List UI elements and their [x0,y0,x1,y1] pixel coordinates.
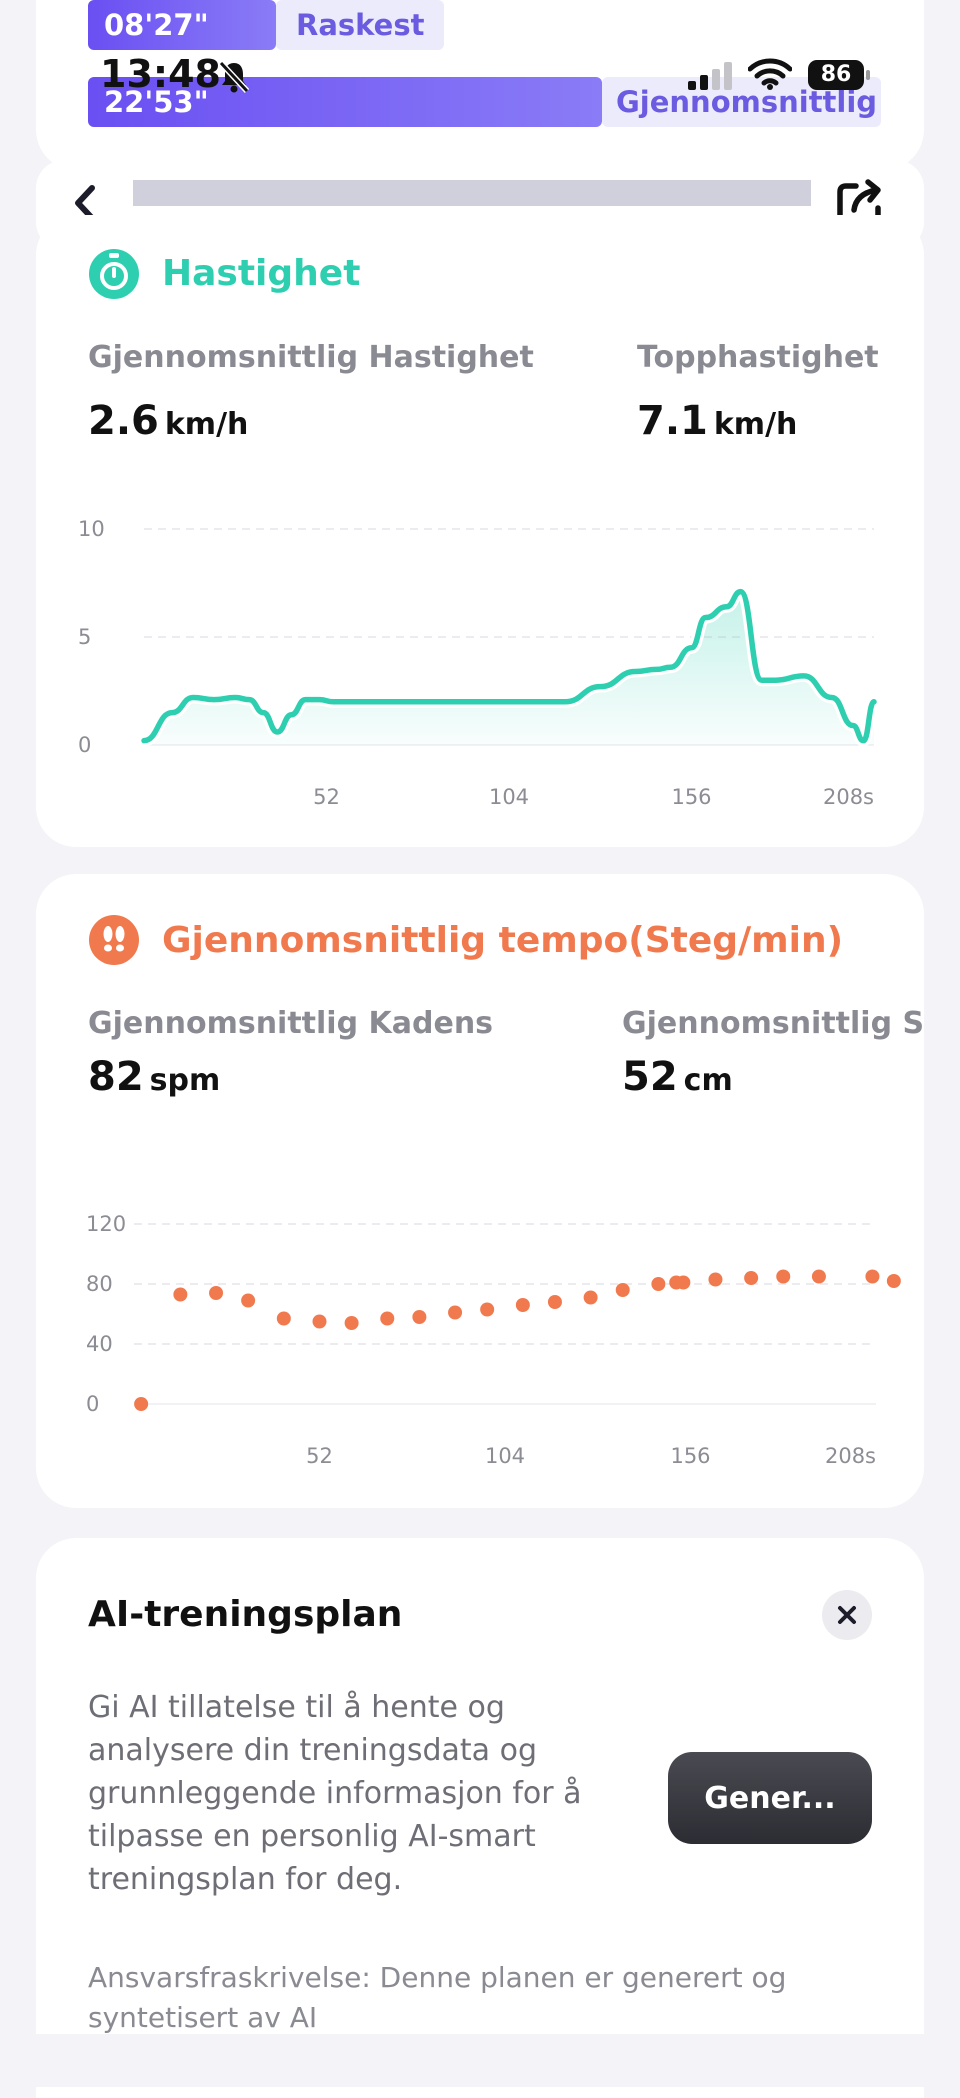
cadence-point [615,1283,630,1297]
close-icon [838,1606,856,1624]
battery-indicator: 86 [808,60,870,90]
cadence-point [448,1305,463,1320]
avg-speed-unit: km/h [164,407,249,442]
cellular-signal-icon [688,62,732,90]
stopwatch-icon [89,249,139,299]
cadence-point [776,1269,791,1284]
x-tick-label: 208s [825,1444,876,1464]
y-tick-label: 120 [86,1212,126,1236]
y-tick-label: 0 [78,733,91,757]
status-time: 13:48 [100,52,221,96]
speed-card: Hastighet Gjennomsnittlig Hastighet 2.6 k… [36,215,924,847]
x-tick-label: 156 [671,785,711,809]
ai-plan-title: AI-treningsplan [88,1594,403,1635]
cadence-point [173,1287,188,1302]
tempo-header: Gjennomsnittlig tempo(Steg/min) [88,914,843,966]
cadence-point [480,1302,495,1317]
average-pace-bar: 22'53" [88,77,602,127]
top-speed-number: 7.1 [637,398,708,444]
y-tick-label: 10 [78,517,105,541]
fastest-pace-bar: 08'27" [88,0,276,50]
x-tick-label: 52 [313,785,340,809]
cadence-point [515,1298,530,1312]
cadence-point [547,1295,562,1309]
cadence-point [651,1277,666,1291]
y-tick-label: 5 [78,625,91,649]
x-tick-label: 208s [823,785,874,809]
cadence-unit: spm [149,1063,221,1098]
ai-plan-description: Gi AI tillatelse til å hente og analyser… [88,1690,582,1897]
y-tick-label: 40 [86,1332,113,1356]
cadence-number: 82 [88,1054,144,1100]
cadence-point [276,1311,291,1326]
cadence-point [676,1275,691,1290]
y-tick-label: 0 [86,1392,99,1416]
top-speed-label: Topphastighet [637,340,879,375]
cadence-point [209,1286,224,1300]
cadence-point [811,1269,826,1284]
speed-line [141,588,877,744]
tempo-card: Gjennomsnittlig tempo(Steg/min) Gjennoms… [36,874,924,1508]
speed-chart: 0 5 10 52 104 156 208s [78,517,880,809]
speed-header: Hastighet [88,247,360,299]
ai-plan-card: AI-treningsplan Gi AI tillatelse til å h… [36,1538,924,2098]
x-tick-label: 52 [306,1444,333,1464]
cadence-point [344,1316,359,1330]
footsteps-icon [89,915,139,965]
x-tick-label: 104 [489,785,529,809]
top-speed-value: 7.1 km/h [637,398,797,444]
tempo-title: Gjennomsnittlig tempo(Steg/min) [162,919,844,961]
cadence-point [380,1311,395,1326]
generate-button[interactable]: Gener... [668,1752,872,1844]
bell-muted-icon [218,60,250,94]
cadence-point [744,1271,759,1285]
cadence-point [865,1269,880,1284]
title-placeholder-bar [133,180,811,206]
bottom-background [0,2034,960,2087]
cadence-point [134,1397,149,1411]
avg-speed-value: 2.6 km/h [88,398,248,444]
x-tick-label: 104 [485,1444,525,1464]
tempo-chart: 0 40 80 120 52 104 156 208s [86,1212,901,1464]
ai-plan-disclaimer: Ansvarsfraskrivelse: Denne planen er gen… [88,1961,787,2034]
avg-speed-label: Gjennomsnittlig Hastighet [88,340,534,375]
back-chevron-icon[interactable] [60,178,110,228]
cadence-point [241,1293,256,1308]
cadence-point [312,1314,327,1329]
cadence-value: 82 spm [88,1054,220,1100]
y-tick-label: 80 [86,1272,113,1296]
speed-area [144,591,874,745]
stride-value: 52 cm [622,1054,733,1100]
speed-title: Hastighet [162,252,361,294]
wifi-icon [748,58,792,90]
fastest-pace-label: Raskest [276,0,445,50]
stride-unit: cm [683,1063,733,1098]
avg-speed-number: 2.6 [88,398,159,444]
cadence-point [412,1310,427,1324]
stride-number: 52 [622,1054,678,1100]
cadence-point [708,1272,723,1287]
x-tick-label: 156 [670,1444,710,1464]
stride-label: Gjennomsnittlig Skrittlengde [622,1006,924,1041]
cadence-point [583,1290,598,1305]
cadence-label: Gjennomsnittlig Kadens [88,1006,494,1041]
cadence-point [886,1274,901,1288]
top-speed-unit: km/h [713,407,798,442]
close-button[interactable] [822,1590,872,1640]
